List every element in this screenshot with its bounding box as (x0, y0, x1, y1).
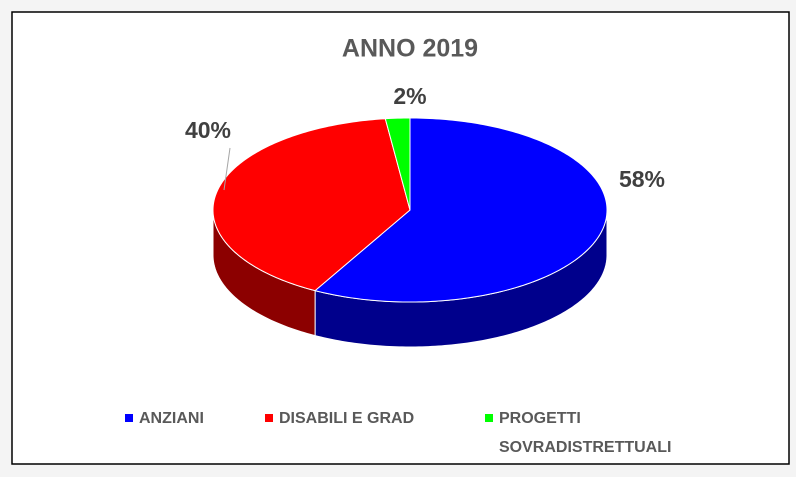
legend-label: ANZIANI (139, 410, 204, 427)
slice (384, 117, 411, 211)
slice (314, 117, 608, 303)
data-label: 40% (185, 117, 231, 143)
slice (212, 118, 411, 292)
data-label: 58% (619, 166, 665, 192)
legend-swatch (485, 414, 493, 422)
legend-swatch (125, 414, 133, 422)
legend-label: PROGETTI SOVRADISTRETTUALI (499, 410, 671, 456)
legend-label-line: SOVRADISTRETTUALI (499, 439, 671, 456)
legend-label-line: PROGETTI (499, 410, 581, 427)
legend-swatch (265, 414, 273, 422)
leader-line (223, 147, 231, 191)
data-label: 2% (393, 83, 426, 109)
legend-label: DISABILI E GRAD (279, 410, 414, 427)
chart-title: ANNO 2019 (342, 35, 478, 63)
